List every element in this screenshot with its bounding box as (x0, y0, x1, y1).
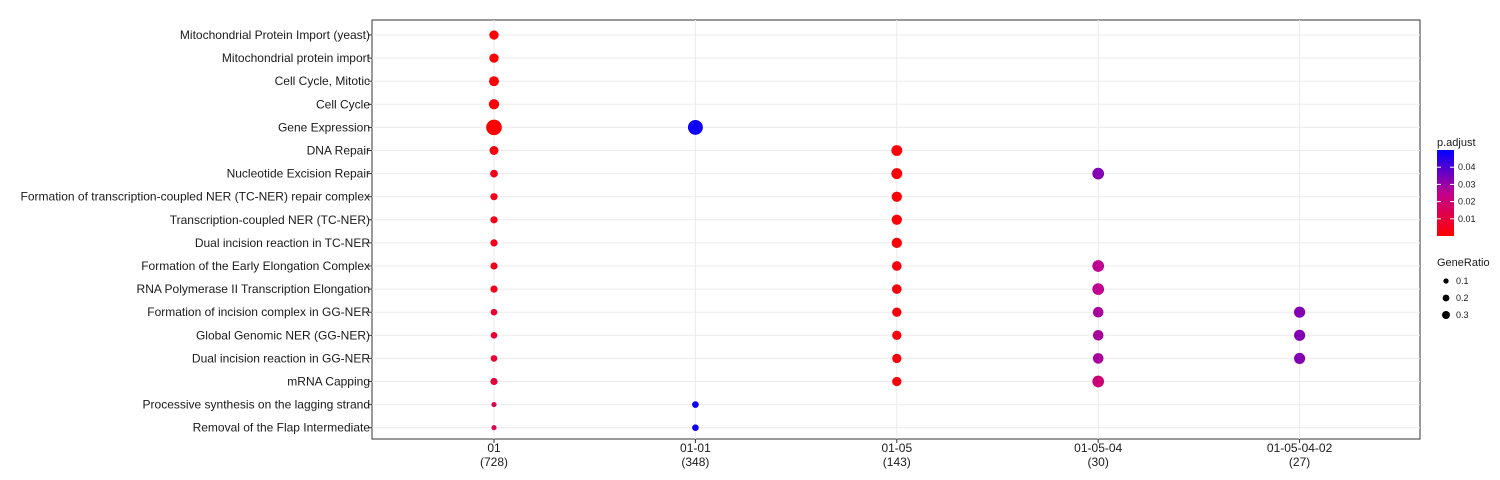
data-point (891, 214, 902, 225)
color-legend-label: 0.02 (1458, 197, 1476, 207)
data-point (490, 193, 498, 201)
data-point (891, 191, 902, 202)
data-point (1294, 329, 1306, 341)
data-point (692, 424, 699, 432)
data-point (490, 355, 498, 362)
x-tick-count: (348) (681, 455, 709, 469)
x-tick-label: 01 (487, 441, 501, 455)
y-tick-label: Dual incision reaction in TC-NER (195, 236, 371, 250)
data-point (891, 261, 902, 271)
data-point (1092, 306, 1104, 318)
data-point (486, 119, 502, 136)
plot-panel (371, 19, 1421, 440)
color-legend-title: p.adjust (1437, 137, 1476, 149)
data-point (1092, 167, 1105, 180)
data-point (489, 146, 499, 155)
x-tick-count: (143) (883, 455, 911, 469)
y-tick-label: mRNA Capping (287, 375, 370, 389)
y-tick-label: Formation of incision complex in GG-NER (147, 305, 370, 319)
size-legend-title: GeneRatio (1437, 257, 1490, 269)
data-point (891, 284, 902, 294)
data-point (1294, 306, 1306, 318)
size-legend-dot (1443, 278, 1449, 284)
data-point (892, 307, 902, 317)
data-point (489, 30, 499, 40)
size-legend-dot (1442, 311, 1450, 319)
x-tick-label: 01-01 (680, 441, 711, 455)
data-point (1092, 375, 1105, 388)
y-tick-label: Removal of the Flap Intermediate (193, 421, 371, 435)
data-point (1092, 260, 1105, 272)
data-point (489, 53, 499, 63)
data-point (892, 353, 902, 364)
y-tick-label: Processive synthesis on the lagging stra… (143, 398, 370, 412)
data-point (687, 119, 703, 135)
data-point (490, 216, 498, 224)
color-legend: p.adjust 0.01 0.02 0.03 0.04 (1437, 137, 1476, 236)
x-axis: 01(728) 01-01(348) 01-05(143) 01-05-04(30) 0… (480, 439, 1333, 469)
data-point (490, 169, 498, 178)
size-legend-label: 0.3 (1456, 310, 1469, 320)
data-point (1092, 330, 1104, 341)
color-legend-bar (1437, 150, 1454, 236)
data-point (891, 145, 903, 156)
x-tick-label: 01-05 (881, 441, 912, 455)
data-point (892, 330, 902, 340)
data-point (1092, 283, 1105, 295)
color-legend-label: 0.01 (1458, 214, 1476, 224)
x-tick-label: 01-05-04 (1074, 441, 1122, 455)
data-point (490, 262, 498, 270)
y-tick-label: Cell Cycle, Mitotic (275, 74, 370, 88)
y-tick-label: Formation of transcription-coupled NER (… (21, 190, 370, 204)
data-point (1294, 352, 1306, 364)
data-point (692, 401, 699, 408)
data-point (490, 239, 498, 247)
x-tick-count: (30) (1088, 455, 1109, 469)
x-tick-count: (27) (1289, 455, 1310, 469)
points (486, 30, 1306, 432)
data-point (489, 76, 499, 87)
size-legend-dot (1442, 294, 1450, 302)
data-point (488, 99, 500, 110)
x-tick-label: 01-05-04-02 (1267, 441, 1333, 455)
data-point (490, 285, 498, 293)
y-tick-label: Dual incision reaction in GG-NER (192, 351, 370, 365)
data-point (490, 331, 498, 339)
y-tick-label: Global Genomic NER (GG-NER) (196, 328, 370, 342)
y-axis: Mitochondrial Protein Import (yeast) Mito… (21, 28, 372, 435)
data-point (491, 402, 497, 408)
y-tick-label: Transcription-coupled NER (TC-NER) (170, 213, 370, 227)
data-point (891, 237, 902, 249)
y-tick-label: DNA Repair (307, 144, 370, 158)
data-point (891, 168, 903, 180)
y-tick-label: Nucleotide Excision Repair (227, 167, 370, 181)
y-tick-label: RNA Polymerase II Transcription Elongati… (137, 282, 370, 296)
size-legend-label: 0.2 (1456, 293, 1469, 303)
color-legend-label: 0.04 (1458, 162, 1476, 172)
y-tick-label: Formation of the Early Elongation Comple… (141, 259, 370, 273)
color-legend-label: 0.03 (1458, 179, 1476, 189)
data-point (490, 308, 498, 316)
data-point (1092, 353, 1104, 364)
data-point (892, 376, 902, 387)
y-tick-label: Cell Cycle (316, 97, 370, 111)
data-point (491, 425, 497, 431)
size-legend: GeneRatio 0.1 0.2 0.3 (1437, 257, 1490, 320)
data-point (490, 377, 498, 386)
x-tick-count: (728) (480, 455, 508, 469)
y-tick-label: Mitochondrial Protein Import (yeast) (180, 28, 370, 42)
y-tick-label: Gene Expression (278, 120, 370, 134)
size-legend-label: 0.1 (1456, 276, 1469, 286)
y-tick-label: Mitochondrial protein import (222, 51, 371, 65)
